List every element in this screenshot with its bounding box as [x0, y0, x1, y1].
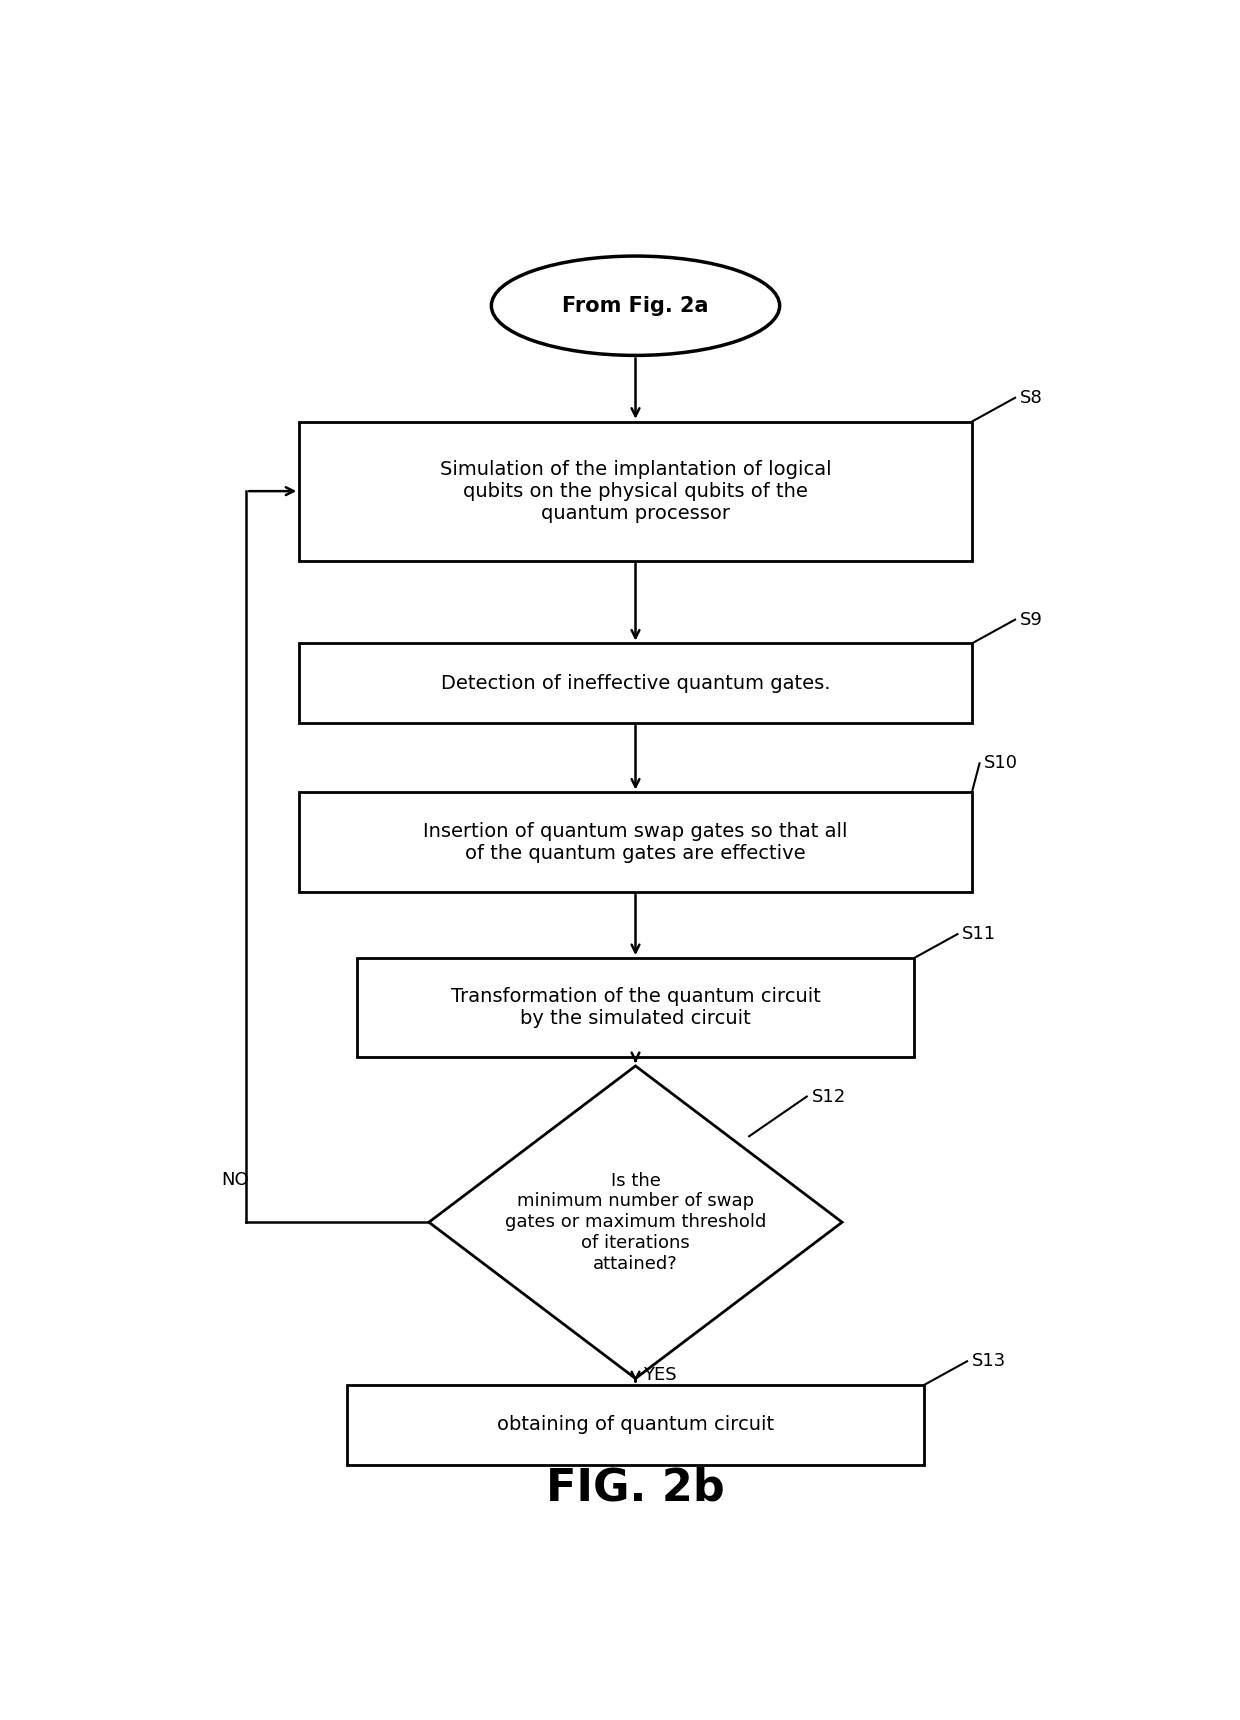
Text: obtaining of quantum circuit: obtaining of quantum circuit — [497, 1416, 774, 1434]
Text: From Fig. 2a: From Fig. 2a — [562, 296, 709, 316]
Text: Transformation of the quantum circuit
by the simulated circuit: Transformation of the quantum circuit by… — [450, 987, 821, 1029]
Text: Is the
minimum number of swap
gates or maximum threshold
of iterations
attained?: Is the minimum number of swap gates or m… — [505, 1171, 766, 1273]
Polygon shape — [429, 1066, 842, 1378]
FancyBboxPatch shape — [299, 643, 972, 722]
FancyBboxPatch shape — [357, 958, 914, 1058]
FancyBboxPatch shape — [299, 421, 972, 561]
Text: FIG. 2b: FIG. 2b — [546, 1467, 725, 1510]
Text: S12: S12 — [812, 1087, 846, 1106]
Text: NO: NO — [221, 1171, 248, 1189]
Text: Insertion of quantum swap gates so that all
of the quantum gates are effective: Insertion of quantum swap gates so that … — [423, 822, 848, 863]
Text: Simulation of the implantation of logical
qubits on the physical qubits of the
q: Simulation of the implantation of logica… — [440, 459, 831, 523]
Text: S10: S10 — [985, 755, 1018, 772]
Text: Detection of ineffective quantum gates.: Detection of ineffective quantum gates. — [440, 674, 831, 693]
Text: YES: YES — [644, 1366, 677, 1385]
Ellipse shape — [491, 256, 780, 356]
FancyBboxPatch shape — [347, 1385, 924, 1465]
Text: S9: S9 — [1019, 611, 1043, 628]
FancyBboxPatch shape — [299, 793, 972, 891]
Text: S11: S11 — [962, 925, 997, 943]
Text: S8: S8 — [1019, 389, 1043, 406]
Text: S13: S13 — [972, 1352, 1006, 1371]
